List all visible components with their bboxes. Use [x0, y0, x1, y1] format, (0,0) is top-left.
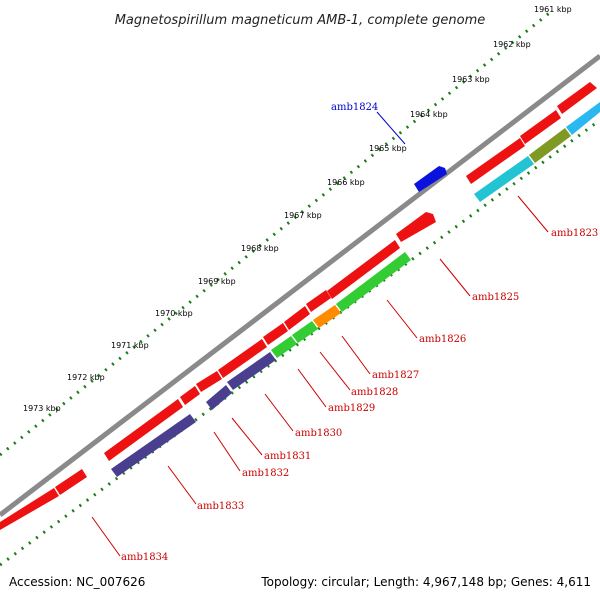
- gene-arrow: [227, 352, 276, 390]
- genome-backbone: [0, 54, 600, 517]
- gene-label-amb1826: amb1826: [419, 334, 466, 345]
- gene-arrow: [474, 156, 534, 202]
- reverse-genes: [111, 102, 600, 477]
- gene-arrow: [104, 399, 183, 461]
- inner-dotted-track: [0, 118, 600, 567]
- tick-label: 1969 kbp: [198, 277, 236, 286]
- genome-summary: Topology: circular; Length: 4,967,148 bp…: [260, 575, 591, 589]
- leader-line-amb1831: [231, 417, 263, 456]
- gene-arrow: [396, 212, 436, 242]
- tick-label: 1965 kbp: [369, 144, 407, 153]
- leader-line-amb1824: [376, 111, 406, 145]
- gene-arrow: [0, 488, 59, 530]
- gene-arrow: [566, 102, 600, 135]
- gene-label-amb1828: amb1828: [351, 387, 398, 398]
- tick-label: 1962 kbp: [493, 40, 531, 49]
- tick-label: 1966 kbp: [327, 178, 365, 187]
- gene-arrow: [55, 469, 87, 495]
- forward-genes: [0, 82, 597, 530]
- gene-label-amb1833: amb1833: [197, 501, 244, 512]
- tick-labels: 1961 kbp 1962 kbp 1963 kbp 1964 kbp 1965…: [23, 5, 572, 413]
- tick-label: 1973 kbp: [23, 404, 61, 413]
- gene-arrow: [313, 305, 341, 328]
- gene-arrow: [206, 385, 232, 410]
- tick-label: 1971 kbp: [111, 341, 149, 350]
- gene-label-amb1829: amb1829: [328, 403, 375, 414]
- tick-label: 1972 kbp: [67, 373, 105, 382]
- leader-line-amb1830: [264, 393, 294, 432]
- gene-label-amb1827: amb1827: [372, 370, 419, 381]
- leader-line-amb1827: [341, 335, 371, 375]
- leader-line-amb1828: [319, 351, 351, 391]
- tick-label: 1970 kbp: [155, 309, 193, 318]
- gene-arrow: [336, 252, 411, 312]
- gene-arrow: [218, 339, 267, 378]
- outer-dotted-track: [0, 8, 554, 457]
- gene-arrow: [271, 336, 297, 358]
- gene-arrow: [292, 321, 318, 343]
- gene-label-amb1824: amb1824: [331, 102, 378, 113]
- gene-arrow: [529, 128, 571, 163]
- leader-lines: [91, 195, 549, 557]
- tick-label: 1961 kbp: [534, 5, 572, 14]
- tick-label: 1963 kbp: [452, 75, 490, 84]
- leader-line-amb1833: [167, 465, 197, 505]
- leader-line-amb1826: [386, 299, 418, 339]
- gene-arrow: [327, 240, 400, 299]
- gene-arrow: [520, 110, 561, 144]
- leader-line-amb1834: [91, 516, 121, 557]
- gene-label-amb1823: amb1823: [551, 228, 598, 239]
- accession-label: Accession: NC_007626: [9, 575, 145, 589]
- tick-label: 1964 kbp: [410, 110, 448, 119]
- gene-arrow: [557, 82, 597, 114]
- gene-arrow: [111, 414, 196, 477]
- tick-label: 1968 kbp: [241, 244, 279, 253]
- leader-line-amb1825: [439, 258, 471, 297]
- gene-label-amb1832: amb1832: [242, 468, 289, 479]
- gene-label-amb1830: amb1830: [295, 428, 342, 439]
- gene-arrow: [180, 386, 200, 405]
- outer-tick-track: [0, 8, 554, 457]
- tick-label: 1967 kbp: [284, 211, 322, 220]
- gene-arrow: [306, 290, 331, 312]
- gene-label-amb1831: amb1831: [264, 451, 311, 462]
- gene-arrow: [466, 138, 525, 184]
- leader-line-amb1832: [213, 431, 241, 472]
- gene-label-amb1834: amb1834: [121, 552, 168, 563]
- gene-label-amb1825: amb1825: [472, 292, 519, 303]
- gene-amb1824: [414, 166, 447, 192]
- gene-arrow: [196, 371, 222, 392]
- gene-arrow: [263, 323, 288, 345]
- gene-arrow: [284, 306, 310, 330]
- leader-line-amb1829: [297, 368, 327, 408]
- leader-line-amb1823: [517, 195, 549, 233]
- gene-labels: amb1824 amb1823 amb1825 amb1826 amb1827 …: [121, 102, 598, 563]
- genome-title: Magnetospirillum magneticum AMB-1, compl…: [115, 13, 486, 28]
